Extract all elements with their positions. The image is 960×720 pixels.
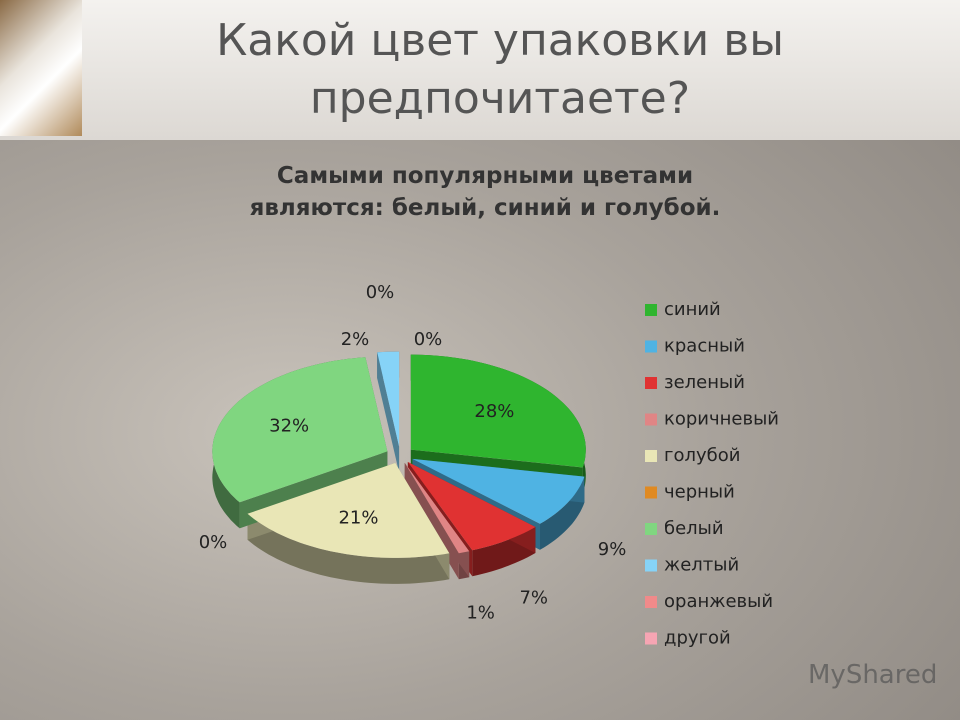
slice [377, 351, 400, 447]
data-label: 21% [338, 507, 378, 528]
slice [412, 458, 585, 524]
legend-swatch [645, 559, 657, 572]
data-label: 9% [598, 539, 627, 560]
legend-label: оранжевый [664, 591, 773, 612]
data-label: 2% [341, 329, 370, 350]
legend-swatch [645, 450, 657, 462]
data-label: 1% [466, 602, 495, 623]
legend-label: желтый [664, 555, 739, 576]
slice-side [540, 476, 585, 550]
chart-title: Самыми популярными цветами являются: бел… [249, 163, 721, 221]
legend-swatch [645, 632, 657, 645]
slice [212, 357, 388, 503]
legend-swatch [645, 304, 657, 316]
legend-label: черный [664, 482, 735, 503]
legend-swatch [645, 340, 657, 353]
legend-label: другой [664, 628, 731, 649]
slice [247, 462, 450, 558]
title-band [0, 0, 960, 140]
data-label: 7% [519, 588, 548, 609]
data-label: 0% [199, 532, 228, 553]
legend-swatch [645, 523, 657, 535]
legend-swatch [645, 486, 657, 499]
watermark: MyShared [808, 660, 938, 690]
slide-title: Какой цвет упаковки вы предпочитаете? [216, 15, 784, 124]
legend-swatch [645, 596, 657, 608]
legend-label: зеленый [664, 372, 745, 393]
legend-swatch [645, 377, 657, 389]
legend-label: белый [664, 518, 724, 539]
data-label: 28% [474, 401, 514, 422]
legend-label: коричневый [664, 409, 779, 430]
slice-side [247, 513, 450, 584]
data-label: 32% [269, 415, 309, 436]
legend-label: синий [664, 299, 721, 320]
slice [410, 354, 586, 468]
legend-label: красный [664, 336, 745, 357]
data-label: 0% [366, 282, 395, 303]
slice [407, 461, 536, 551]
data-label: 0% [414, 329, 443, 350]
legend-label: голубой [664, 445, 740, 466]
photo [0, 0, 82, 136]
slice [404, 462, 470, 554]
slice-side [377, 352, 400, 473]
legend-swatch [645, 413, 657, 426]
